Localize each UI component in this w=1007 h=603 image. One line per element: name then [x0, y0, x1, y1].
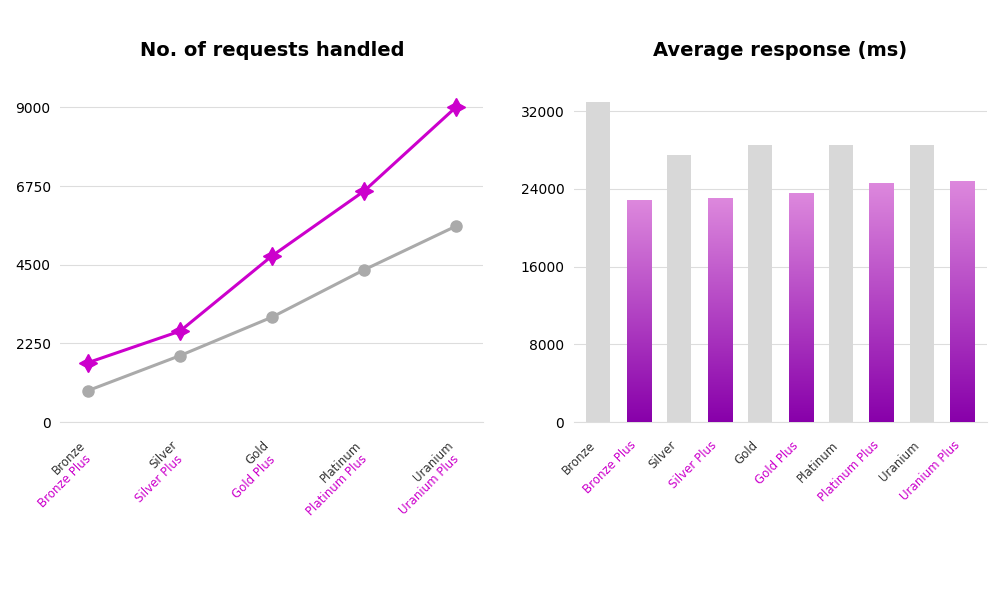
Text: Uranium: Uranium: [877, 439, 922, 484]
Text: Gold Plus: Gold Plus: [230, 453, 278, 500]
Text: Silver: Silver: [646, 439, 680, 472]
Title: No. of requests handled: No. of requests handled: [140, 40, 404, 60]
Text: Silver Plus: Silver Plus: [668, 439, 720, 491]
Text: Uranium: Uranium: [411, 439, 456, 484]
Bar: [829, 145, 853, 422]
Text: Uranium Plus: Uranium Plus: [397, 453, 461, 517]
Text: Gold: Gold: [244, 439, 272, 467]
Text: Silver: Silver: [147, 439, 180, 472]
Text: Bronze: Bronze: [560, 439, 598, 477]
Text: Bronze: Bronze: [49, 439, 88, 477]
Text: Platinum: Platinum: [795, 439, 841, 485]
Text: Silver Plus: Silver Plus: [133, 453, 185, 505]
Bar: [586, 101, 610, 422]
Text: Gold: Gold: [732, 439, 760, 467]
Text: Platinum Plus: Platinum Plus: [304, 453, 370, 519]
Bar: [748, 145, 772, 422]
Text: Gold Plus: Gold Plus: [752, 439, 801, 487]
Bar: [910, 145, 934, 422]
Text: Bronze Plus: Bronze Plus: [36, 453, 94, 511]
Text: Platinum: Platinum: [317, 439, 364, 485]
Bar: [667, 155, 692, 422]
Text: Bronze Plus: Bronze Plus: [581, 439, 638, 497]
Text: Uranium Plus: Uranium Plus: [898, 439, 963, 504]
Title: Average response (ms): Average response (ms): [654, 40, 907, 60]
Text: Platinum Plus: Platinum Plus: [816, 439, 881, 505]
